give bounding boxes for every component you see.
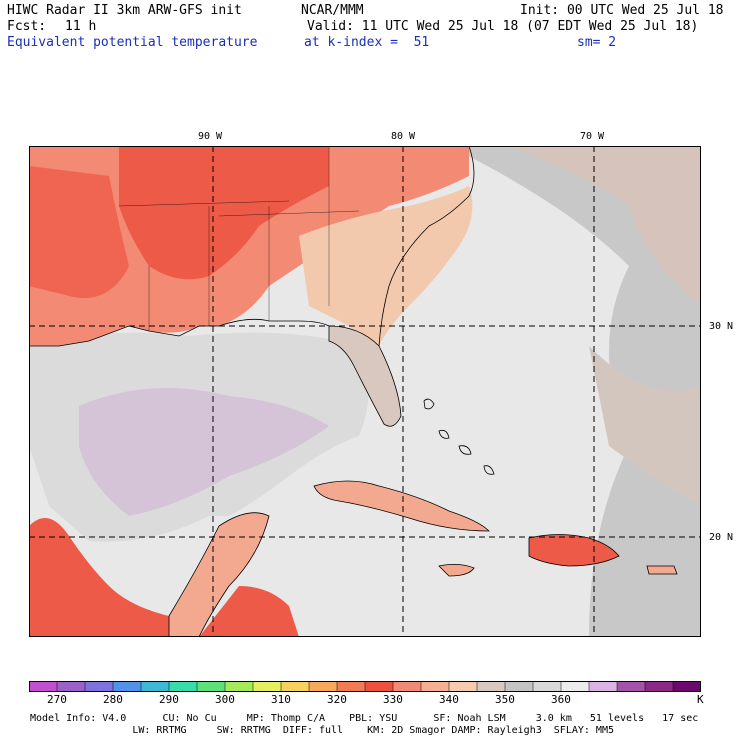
lat-label-30n: 30 N — [709, 321, 734, 332]
smoothing: sm= 2 — [577, 35, 617, 50]
colorbar-cell — [420, 681, 450, 692]
colorbar-cell — [196, 681, 226, 692]
forecast-label: Fcst: — [7, 19, 47, 34]
colorbar-cell — [616, 681, 646, 692]
bahamas — [423, 398, 495, 475]
colorbar-cell — [280, 681, 310, 692]
colorbar-tick-label: 300 — [215, 693, 235, 706]
central-america — [199, 586, 299, 637]
colorbar-cell — [644, 681, 674, 692]
colorbar-tick-label: 290 — [159, 693, 179, 706]
colorbar-tick-label: 330 — [383, 693, 403, 706]
lat-lon-grid — [29, 146, 701, 637]
colorbar-cell — [224, 681, 254, 692]
colorbar-cell — [448, 681, 478, 692]
colorbar-cell — [672, 681, 701, 692]
colorbar-cell — [112, 681, 142, 692]
yucatan — [168, 512, 270, 637]
state-borders — [118, 146, 360, 331]
colorbar-cell — [504, 681, 534, 692]
lat-label-20n: 20 N — [709, 532, 734, 543]
mexico-hot — [29, 518, 169, 637]
model-title: HIWC Radar II 3km ARW-GFS init — [7, 3, 242, 18]
colorbar-cell — [392, 681, 422, 692]
colorbar-tick-label: 310 — [271, 693, 291, 706]
colorbar-cell — [252, 681, 282, 692]
colorbar-cell — [364, 681, 394, 692]
lon-label-70w: 70 W — [580, 131, 605, 142]
colorbar-cell — [336, 681, 366, 692]
model-info-line2: LW: RRTMG SW: RRTMG DIFF: full KM: 2D Sm… — [30, 725, 614, 736]
cuba — [313, 480, 490, 532]
colorbar-cell — [588, 681, 618, 692]
init-time: Init: 00 UTC Wed 25 Jul 18 — [520, 3, 724, 18]
puerto-rico — [646, 565, 678, 575]
field-name: Equivalent potential temperature — [7, 35, 258, 50]
colorbar-cell — [560, 681, 590, 692]
valid-time: Valid: 11 UTC Wed 25 Jul 18 (07 EDT Wed … — [307, 19, 699, 34]
colorbar-cell — [308, 681, 338, 692]
atlantic-tan-mid — [589, 346, 701, 506]
atlantic-coastline — [378, 146, 475, 347]
jamaica — [438, 564, 475, 577]
theta-e-map — [29, 146, 701, 637]
colorbar-cell — [84, 681, 114, 692]
colorbar-cell — [476, 681, 506, 692]
lon-label-90w: 90 W — [198, 131, 223, 142]
level-index: at k-index = 51 — [304, 35, 430, 50]
colorbar-tick-label: 320 — [327, 693, 347, 706]
colorbar-tick-label: 360 — [551, 693, 571, 706]
gulf-coastline — [29, 318, 330, 347]
colorbar-cell — [140, 681, 170, 692]
texas-hot — [29, 166, 129, 298]
us-land-hot — [119, 146, 329, 280]
colorbar-cell — [29, 681, 58, 692]
atlantic-tan-north — [509, 146, 701, 306]
hispaniola — [528, 534, 620, 567]
atlantic-gray — [449, 146, 701, 637]
lon-label-80w: 80 W — [391, 131, 416, 142]
colorbar — [29, 681, 701, 692]
map-frame — [29, 146, 701, 637]
colorbar-tick-label: 350 — [495, 693, 515, 706]
forecast-hour: 11 h — [65, 19, 97, 34]
colorbar-tick-label: 270 — [47, 693, 67, 706]
colorbar-tick-label: 280 — [103, 693, 123, 706]
colorbar-cell — [168, 681, 198, 692]
colorbar-cell — [532, 681, 562, 692]
model-info-line1: Model Info: V4.0 CU: No Cu MP: Thomp C/A… — [30, 713, 699, 724]
colorbar-cell — [56, 681, 86, 692]
colorbar-unit: K — [697, 693, 704, 706]
florida — [328, 325, 402, 427]
organization: NCAR/MMM — [301, 3, 364, 18]
gulf-gray — [29, 332, 369, 542]
colorbar-tick-label: 340 — [439, 693, 459, 706]
